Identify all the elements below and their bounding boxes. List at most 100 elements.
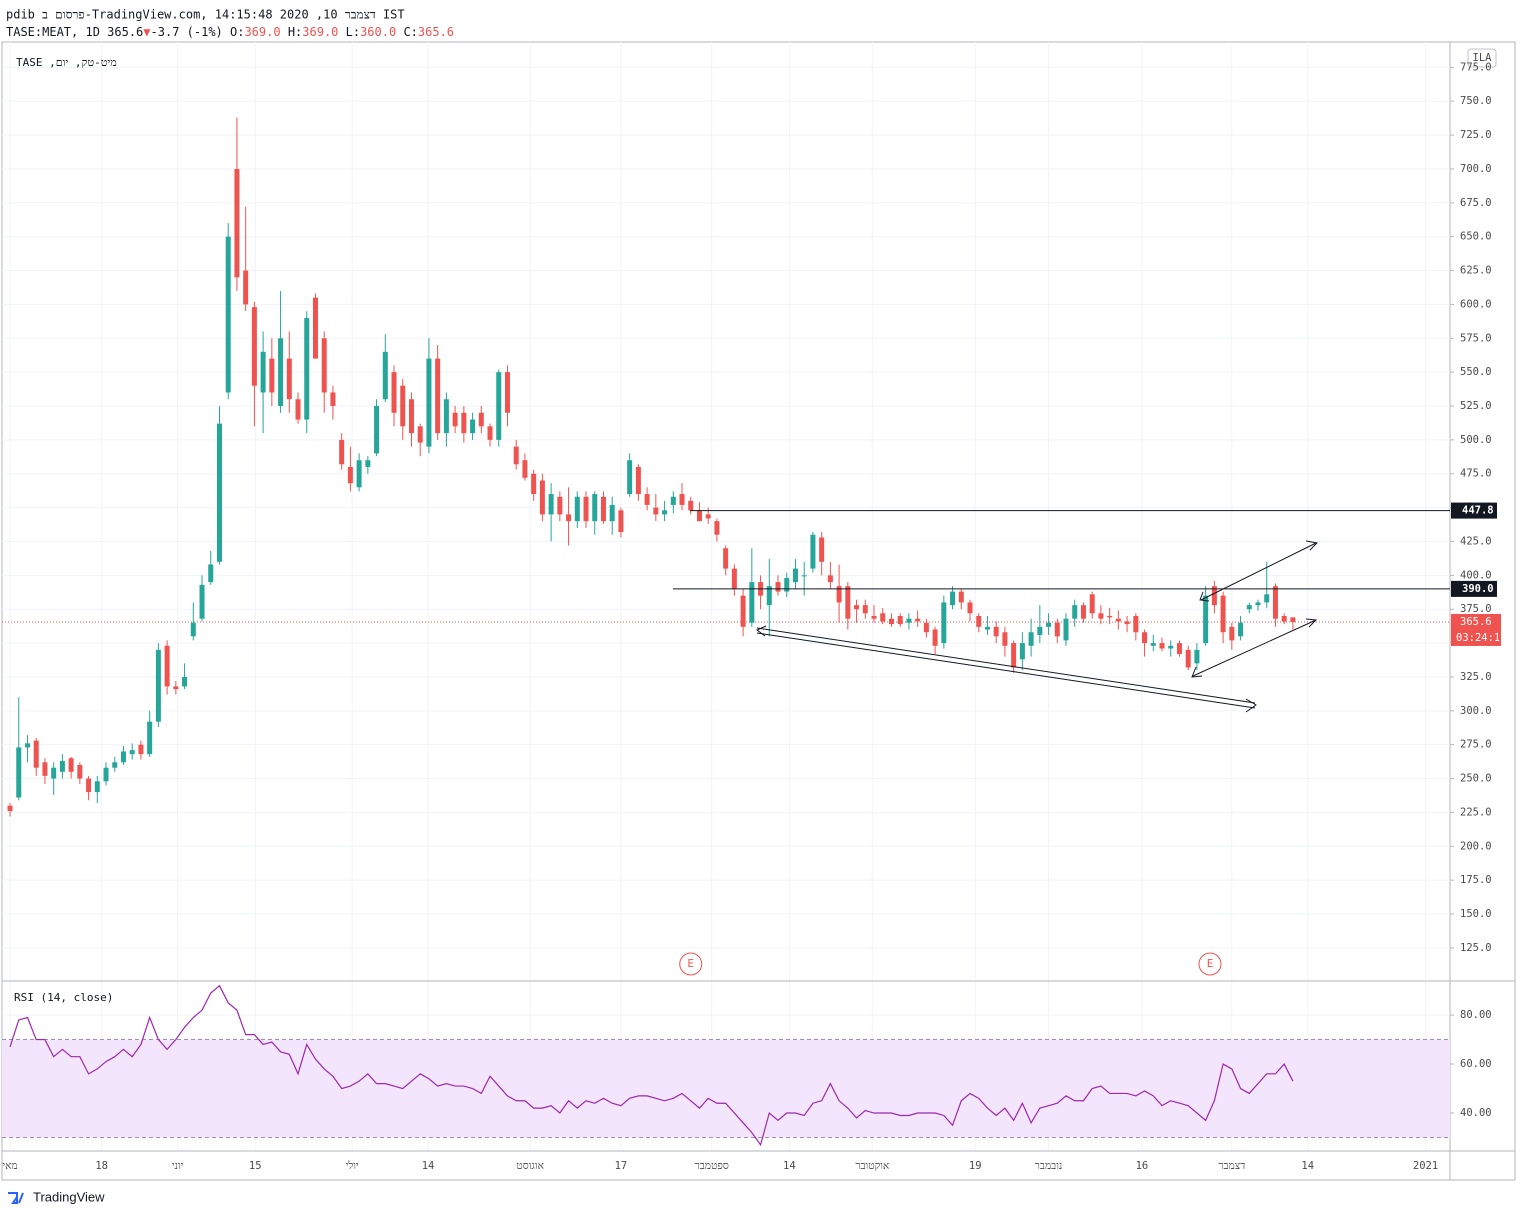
y-tick-label: 40.00 (1460, 1107, 1492, 1119)
candle-body (103, 767, 109, 782)
candle-body (993, 626, 999, 637)
candle-body (679, 494, 685, 505)
candle-body (190, 622, 196, 637)
candle-body (7, 805, 13, 812)
candle-body (417, 426, 423, 443)
candle-body (408, 399, 414, 434)
candle-body (1272, 586, 1278, 619)
x-tick-label: 2021 (1413, 1160, 1438, 1172)
y-tick-label: 325.0 (1460, 671, 1492, 683)
candle-body (1238, 622, 1244, 637)
candle-body (234, 168, 240, 278)
candle-body (923, 622, 929, 633)
candle-body (836, 586, 842, 603)
y-tick-label: 125.0 (1460, 942, 1492, 954)
earnings-marker (1198, 952, 1222, 976)
candle-body (845, 586, 851, 619)
candle-body (592, 494, 598, 522)
candle-body (129, 750, 135, 755)
candle-body (888, 618, 894, 625)
candle-body (1203, 595, 1209, 644)
y-tick-label: 375.0 (1460, 603, 1492, 615)
candle-body (391, 372, 397, 413)
candle-body (958, 591, 964, 603)
candle-body (347, 466, 353, 484)
candle-body (330, 392, 336, 407)
candle-body (723, 548, 729, 569)
y-tick-label: 725.0 (1460, 129, 1492, 141)
candle-body (251, 307, 257, 386)
trendline (756, 632, 1256, 709)
candle-body (1281, 615, 1287, 622)
pane-label: TASE ,מיט-טק, יום (16, 56, 117, 69)
candle-body (801, 575, 807, 577)
candle-body (435, 358, 441, 434)
y-tick-label: 625.0 (1460, 265, 1492, 277)
candle-body (653, 507, 659, 515)
c: 365.6 (418, 25, 454, 39)
candle-body (531, 473, 537, 495)
x-tick-label: 14 (422, 1160, 435, 1172)
candle-body (696, 510, 702, 522)
x-tick-label: 17 (615, 1160, 628, 1172)
candle-body (1211, 586, 1217, 606)
candle-body (120, 751, 126, 763)
x-tick-label: נובמבר (1035, 1160, 1063, 1172)
currency-badge[interactable] (1467, 48, 1497, 68)
candle-body (609, 504, 615, 522)
l-label: L: (346, 25, 360, 39)
candle-body (862, 605, 868, 614)
earnings-label: E (1207, 957, 1214, 970)
candle-body (356, 460, 362, 488)
arrowhead (1191, 618, 1318, 678)
candle-body (1246, 605, 1252, 610)
candle-body (976, 615, 982, 627)
earnings-marker (679, 952, 703, 976)
candle-body (304, 317, 310, 420)
c-label: C: (403, 25, 417, 39)
candle-body (932, 629, 938, 646)
candle-body (1264, 594, 1270, 603)
candle-body (286, 358, 292, 400)
candle-body (854, 605, 860, 610)
candle-body (557, 496, 563, 515)
candle-body (51, 767, 57, 779)
candle-body (714, 521, 720, 535)
candle-body (941, 602, 947, 644)
candle-body (539, 480, 545, 515)
level-badge (1451, 502, 1497, 519)
y-tick-label: 750.0 (1460, 95, 1492, 107)
candle-body (504, 372, 510, 413)
l: 360.0 (360, 25, 396, 39)
candle-body (400, 385, 406, 427)
y-tick-label: 475.0 (1460, 468, 1492, 480)
y-tick-label: 400.0 (1460, 569, 1492, 581)
h: 369.0 (302, 25, 338, 39)
candle-body (810, 534, 816, 569)
candle-body (24, 743, 30, 748)
candle-body (967, 602, 973, 614)
candle-body (705, 514, 711, 519)
candle-body (1185, 649, 1191, 668)
candle-body (1290, 617, 1296, 622)
candle-body (321, 338, 327, 393)
candle-body (1176, 643, 1182, 654)
candle-body (59, 760, 65, 772)
candle-body (950, 591, 956, 606)
candle-body (243, 270, 249, 305)
candle-body (574, 496, 580, 522)
candle-body (1046, 622, 1052, 627)
last-price-badge (1451, 613, 1501, 646)
x-tick-label: 14 (1301, 1160, 1314, 1172)
y-tick-label: 775.0 (1460, 61, 1492, 73)
candle-body (225, 236, 231, 393)
candle-body (662, 510, 668, 515)
candle-body (670, 496, 676, 505)
candle-body (295, 399, 301, 420)
candle-body (915, 618, 921, 622)
candle-body (1019, 643, 1025, 660)
candle-body (147, 721, 153, 755)
y-tick-label: 60.00 (1460, 1058, 1492, 1070)
candle-body (1229, 626, 1235, 641)
drawings (756, 540, 1319, 713)
